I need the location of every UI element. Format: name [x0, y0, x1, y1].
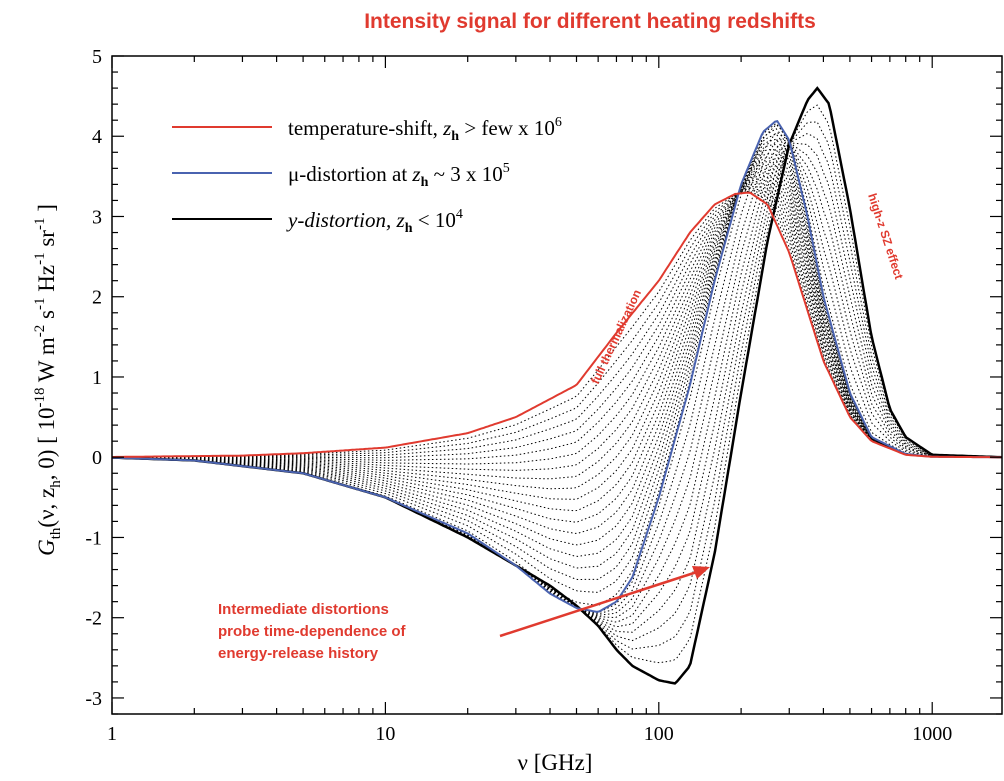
intermediate-curve-28 [112, 189, 1002, 458]
intermediate-curve-23 [112, 176, 1002, 471]
x-tick-label: 1000 [912, 723, 952, 745]
legend-item-temperature-shift: temperature-shift, zh > few x 106 [172, 115, 562, 144]
y-tick-label: -1 [85, 527, 102, 549]
annotation-intermediate-distortions: Intermediate distortions probe time-depe… [218, 566, 710, 662]
y-tick-label: 2 [92, 287, 102, 309]
series-line-mu-distortion [111, 119, 1002, 613]
axis-ticks [111, 55, 1002, 715]
intermediate-curve-26 [112, 186, 1002, 459]
intermediate-curve-16 [111, 149, 1002, 546]
annotation-arrowhead [692, 566, 710, 579]
legend-label-mu-distortion: μ-distortion at zh ~ 3 x 105 [288, 161, 510, 190]
y-tick-label: 5 [92, 46, 102, 68]
y-tick-label: 4 [92, 126, 102, 148]
intermediate-curve-21 [112, 168, 1002, 490]
legend-item-y-distortion: y-distortion, zh < 104 [172, 207, 463, 236]
intermediate-curve-1 [111, 104, 1003, 664]
y-tick-label: 1 [92, 367, 102, 389]
legend-item-mu-distortion: μ-distortion at zh ~ 3 x 105 [172, 161, 510, 190]
y-tick-label: 0 [92, 447, 102, 469]
intermediate-curve-4 [111, 142, 1003, 633]
legend-label-temperature-shift: temperature-shift, zh > few x 106 [288, 115, 562, 144]
x-axis-label: ν [GHz] [518, 750, 593, 775]
intermediate-curve-5 [111, 142, 1003, 628]
legend-label-y-distortion: y-distortion, zh < 104 [286, 207, 463, 236]
annotation-line-3: energy-release history [218, 645, 379, 662]
plot-area [111, 55, 1003, 715]
legend: temperature-shift, zh > few x 106 μ-dist… [172, 115, 562, 236]
series-line-temperature-shift [112, 191, 1002, 459]
x-tick-label: 1 [107, 723, 117, 745]
intermediate-curve-14 [111, 138, 1002, 569]
intermediate-curve-24 [112, 179, 1002, 465]
intermediate-curve-13 [111, 133, 1002, 580]
intermediate-curve-15 [111, 143, 1002, 557]
intermediate-curve-22 [111, 172, 1002, 480]
intermediate-curve-20 [111, 164, 1002, 500]
intermediate-distortion-curves [111, 104, 1003, 664]
annotation-line-2: probe time-dependence of [218, 623, 407, 640]
y-tick-label: 3 [92, 206, 102, 228]
intermediate-curve-7 [111, 142, 1002, 619]
annotation-high-z-sz-effect: high-z SZ effect [865, 192, 906, 281]
x-tick-label: 10 [375, 723, 395, 745]
x-tick-labels: 1 10 100 1000 [107, 723, 952, 745]
main-series-lines [111, 86, 1003, 685]
y-tick-labels: -3 -2 -1 0 1 2 3 4 5 [85, 46, 102, 710]
intermediate-curve-8 [111, 139, 1002, 616]
intermediate-curve-25 [112, 183, 1002, 461]
y-tick-label: -3 [85, 688, 102, 710]
annotation-full-thermalization: full thermalization [588, 287, 644, 386]
y-axis-label: Gth(ν, zh, 0) [ 10-18 W m-2 s-1 Hz-1 sr-… [32, 204, 64, 556]
chart-title: Intensity signal for different heating r… [364, 10, 816, 33]
y-tick-label: -2 [85, 608, 102, 630]
intermediate-curve-17 [111, 153, 1002, 534]
intermediate-curve-27 [112, 188, 1002, 458]
intermediate-curve-3 [111, 133, 1003, 642]
intermediate-curve-6 [111, 142, 1002, 623]
plot-frame [111, 55, 1003, 715]
intermediate-curve-19 [111, 161, 1002, 512]
annotation-line-1: Intermediate distortions [218, 601, 389, 618]
intermediate-curve-18 [112, 157, 1002, 523]
series-line-y-distortion [111, 86, 1003, 685]
x-tick-label: 100 [644, 723, 674, 745]
annotation-arrow-shaft [499, 569, 701, 638]
